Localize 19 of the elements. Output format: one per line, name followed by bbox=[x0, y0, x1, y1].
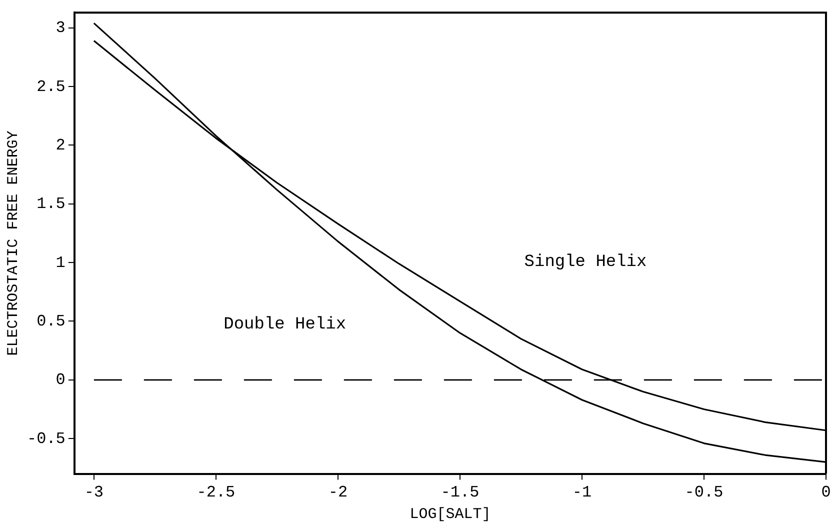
x-tick-label: -2 bbox=[328, 484, 348, 502]
y-tick-label: 2.5 bbox=[36, 78, 66, 96]
x-tick-label: -1.5 bbox=[440, 484, 480, 502]
x-tick-label: 0 bbox=[821, 484, 831, 502]
annotation: Double Helix bbox=[224, 315, 346, 334]
y-tick-label: 0 bbox=[56, 371, 66, 390]
y-tick-label: 0.5 bbox=[36, 312, 66, 330]
y-tick-label: 1 bbox=[56, 254, 66, 272]
x-tick-label: -3 bbox=[84, 484, 104, 502]
y-axis-title: ELECTROSTATIC FREE ENERGY bbox=[4, 130, 22, 356]
x-tick-label: -2.5 bbox=[196, 484, 236, 502]
y-tick-label: 2 bbox=[56, 136, 66, 154]
x-tick-label: -1 bbox=[572, 484, 592, 502]
y-tick-label: 3 bbox=[56, 19, 66, 38]
y-tick-label: -0.5 bbox=[27, 430, 66, 448]
x-axis-title: LOG[SALT] bbox=[410, 506, 491, 523]
y-tick-label: 1.5 bbox=[36, 195, 66, 214]
x-tick-label: -0.5 bbox=[684, 484, 724, 502]
annotation: Single Helix bbox=[524, 253, 647, 272]
